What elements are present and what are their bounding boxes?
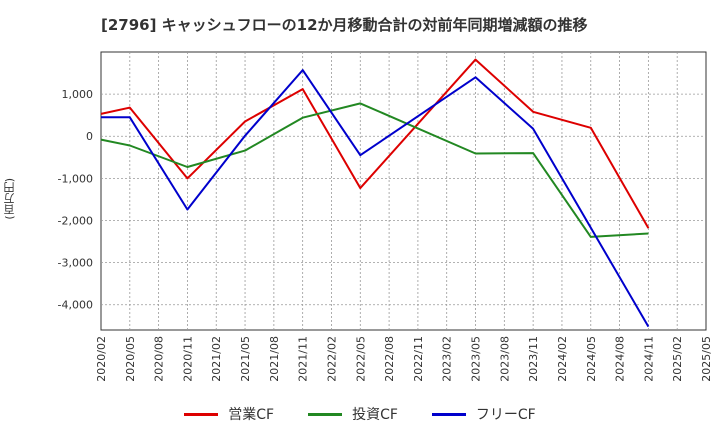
x-tick-label: 2023/11 [527, 336, 540, 382]
x-tick-label: 2021/11 [297, 336, 310, 382]
x-tick-label: 2022/08 [383, 336, 396, 382]
legend-item-free: フリーCF [431, 404, 536, 424]
y-tick-label: 1,000 [62, 88, 94, 101]
x-tick-label: 2023/05 [470, 336, 483, 382]
x-tick-label: 2024/02 [556, 336, 569, 382]
legend-label-operating: 営業CF [228, 407, 275, 423]
x-tick-label: 2022/02 [325, 336, 338, 382]
x-tick-label: 2021/05 [239, 336, 252, 382]
x-tick-label: 2022/11 [412, 336, 425, 382]
y-tick-label: -2,000 [58, 214, 93, 227]
x-tick-label: 2022/05 [354, 336, 367, 382]
series-line-operating [100, 58, 650, 229]
x-tick-label: 2020/11 [181, 336, 194, 382]
legend-item-investing: 投資CF [308, 404, 398, 424]
legend-swatch-free [431, 412, 466, 416]
legend-label-free: フリーCF [475, 407, 536, 423]
x-tick-label: 2024/08 [614, 336, 627, 382]
y-tick-label: -1,000 [58, 172, 93, 185]
legend-swatch-operating [184, 412, 219, 416]
x-tick-label: 2023/08 [498, 336, 511, 382]
legend-swatch-investing [308, 412, 343, 416]
x-tick-label: 2020/02 [95, 336, 108, 382]
x-tick-label: 2023/02 [441, 336, 454, 382]
x-tick-label: 2020/08 [153, 336, 166, 382]
y-tick-label: -4,000 [58, 299, 93, 312]
x-tick-label: 2024/11 [642, 336, 655, 382]
x-tick-label: 2025/05 [700, 336, 713, 382]
chart-title: [2796] キャッシュフローの12か月移動合計の対前年同期増減額の推移 [101, 16, 588, 34]
legend-item-operating: 営業CF [184, 404, 274, 424]
x-tick-label: 2024/05 [585, 336, 598, 382]
x-tick-label: 2021/08 [268, 336, 281, 382]
y-tick-label: 0 [86, 130, 93, 143]
x-tick-label: 2020/05 [124, 336, 137, 382]
series-line-free [101, 69, 650, 328]
series-line-investing [100, 102, 649, 238]
plot-area [100, 51, 707, 331]
legend: 営業CF 投資CF フリーCF [0, 404, 720, 424]
x-tick-label: 2021/02 [210, 336, 223, 382]
x-tick-label: 2025/02 [671, 336, 684, 382]
legend-label-investing: 投資CF [352, 407, 398, 423]
y-tick-label: -3,000 [58, 257, 93, 270]
